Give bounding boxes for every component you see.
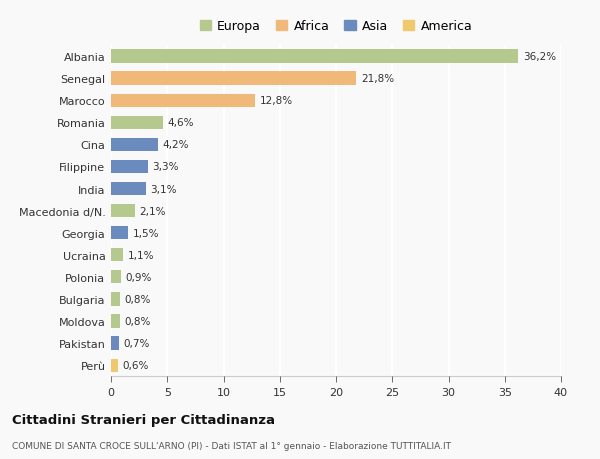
Text: COMUNE DI SANTA CROCE SULL'ARNO (PI) - Dati ISTAT al 1° gennaio - Elaborazione T: COMUNE DI SANTA CROCE SULL'ARNO (PI) - D… (12, 441, 451, 450)
Bar (111, 271, 121, 284)
Text: Cittadini Stranieri per Cittadinanza: Cittadini Stranieri per Cittadinanza (12, 413, 275, 426)
Bar (111, 183, 146, 196)
Bar (111, 161, 148, 174)
Text: 0,7%: 0,7% (124, 338, 150, 348)
Text: 21,8%: 21,8% (361, 74, 394, 84)
Text: 0,8%: 0,8% (125, 294, 151, 304)
Text: 3,1%: 3,1% (151, 184, 177, 194)
Bar (111, 315, 120, 328)
Bar (111, 293, 120, 306)
Bar (111, 73, 356, 85)
Text: 0,6%: 0,6% (122, 360, 149, 370)
Text: 0,8%: 0,8% (125, 316, 151, 326)
Bar (111, 337, 119, 350)
Text: 4,2%: 4,2% (163, 140, 189, 150)
Text: 0,9%: 0,9% (125, 272, 152, 282)
Text: 36,2%: 36,2% (523, 52, 556, 62)
Text: 4,6%: 4,6% (167, 118, 194, 128)
Text: 12,8%: 12,8% (260, 96, 293, 106)
Bar (111, 117, 163, 129)
Text: 2,1%: 2,1% (139, 206, 166, 216)
Bar (111, 95, 255, 107)
Bar (111, 50, 518, 63)
Text: 1,5%: 1,5% (133, 228, 159, 238)
Legend: Europa, Africa, Asia, America: Europa, Africa, Asia, America (200, 20, 472, 33)
Text: 3,3%: 3,3% (152, 162, 179, 172)
Bar (111, 359, 118, 372)
Bar (111, 139, 158, 151)
Text: 1,1%: 1,1% (128, 250, 154, 260)
Bar (111, 205, 134, 218)
Bar (111, 249, 124, 262)
Bar (111, 227, 128, 240)
